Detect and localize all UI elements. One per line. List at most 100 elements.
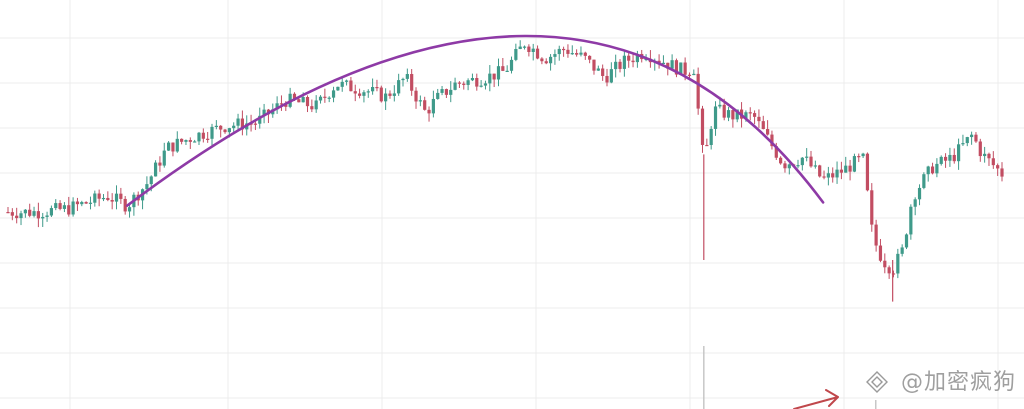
candle-body xyxy=(813,165,817,167)
candle-body xyxy=(501,66,505,71)
candle-body xyxy=(71,201,75,215)
candle-body xyxy=(909,206,913,235)
candle-body xyxy=(470,78,475,81)
candle-body xyxy=(153,162,158,177)
candle-body xyxy=(15,215,19,219)
candle-body xyxy=(522,46,527,48)
candle-body xyxy=(917,187,922,200)
candle-body xyxy=(45,215,49,217)
candle-body xyxy=(709,128,713,145)
candle-body xyxy=(483,83,488,86)
candle-body xyxy=(757,116,761,122)
candle-body xyxy=(535,48,540,59)
candle-body xyxy=(210,126,214,139)
candle-body xyxy=(97,193,101,199)
candle-body xyxy=(101,197,106,200)
candle-body xyxy=(366,91,370,93)
candle-body xyxy=(314,100,318,110)
candle-body xyxy=(996,165,1000,169)
candle-body xyxy=(991,158,995,166)
candle-body xyxy=(748,112,752,114)
candle-body xyxy=(123,198,127,212)
candle-body xyxy=(236,118,240,126)
candle-body xyxy=(844,165,848,173)
candle-body xyxy=(922,174,926,188)
candle-body xyxy=(974,134,978,142)
candle-body xyxy=(436,92,440,99)
candle-body xyxy=(10,212,14,216)
candle-body xyxy=(657,60,661,63)
candle-body xyxy=(106,197,110,201)
candle-body xyxy=(796,165,800,167)
candle-body xyxy=(67,205,71,215)
candle-body xyxy=(774,146,778,158)
candle-body xyxy=(427,109,431,114)
candle-body xyxy=(344,80,349,82)
candle-body xyxy=(987,153,991,159)
candle-body xyxy=(214,125,218,128)
candle-body xyxy=(935,163,939,174)
candle-body xyxy=(201,132,205,139)
candle-body xyxy=(848,165,852,172)
candle-body xyxy=(692,73,696,76)
candle-body xyxy=(722,104,726,118)
candle-body xyxy=(253,123,258,125)
candle-body xyxy=(397,80,401,94)
candle-body xyxy=(84,202,88,204)
candle-body xyxy=(978,141,982,157)
candle-body xyxy=(896,253,900,274)
candle-body xyxy=(631,60,635,63)
candle-body xyxy=(622,55,626,69)
candle-body xyxy=(952,154,956,162)
candle-body xyxy=(488,73,492,84)
candle-body xyxy=(423,100,427,110)
candle-body xyxy=(831,173,835,178)
candle-body xyxy=(518,46,522,50)
candle-body xyxy=(418,100,422,102)
candle-body xyxy=(219,125,223,130)
candle-body xyxy=(596,68,600,71)
candle-body xyxy=(948,154,952,161)
candle-body xyxy=(601,68,605,76)
candle-body xyxy=(861,153,865,157)
candle-body xyxy=(818,165,822,177)
candle-body xyxy=(323,96,327,98)
candle-body xyxy=(301,96,305,103)
candle-body xyxy=(618,61,622,69)
candle-body xyxy=(23,209,27,214)
candle-body xyxy=(292,93,297,100)
candle-body xyxy=(49,208,54,216)
candle-body xyxy=(865,153,870,191)
candle-body xyxy=(349,80,353,92)
candle-body xyxy=(930,166,935,174)
watermark: @加密疯狗 xyxy=(901,364,1016,396)
candle-body xyxy=(158,162,162,166)
candle-body xyxy=(305,96,310,107)
candle-body xyxy=(127,207,132,212)
candle-body xyxy=(509,59,514,71)
candle-body xyxy=(167,142,171,151)
candle-body xyxy=(275,103,279,110)
candle-body xyxy=(401,78,405,81)
candle-body xyxy=(54,203,58,209)
candle-body xyxy=(297,99,301,103)
candle-body xyxy=(444,89,449,95)
candle-body xyxy=(240,118,244,130)
candle-body xyxy=(544,61,548,64)
candle-body xyxy=(28,209,32,216)
candle-body xyxy=(718,104,722,107)
candle-body xyxy=(331,90,336,98)
candle-body xyxy=(913,199,917,207)
candle-body xyxy=(479,85,483,87)
candle-body xyxy=(961,143,965,145)
candle-body xyxy=(162,150,166,166)
candle-body xyxy=(262,109,266,116)
candle-body xyxy=(505,70,509,72)
candle-body xyxy=(770,134,774,147)
candle-body xyxy=(705,144,709,147)
candle-body xyxy=(197,132,201,142)
candle-body xyxy=(752,113,757,117)
candle-body xyxy=(336,86,340,91)
candle-body xyxy=(466,80,470,85)
candle-body xyxy=(943,156,948,161)
